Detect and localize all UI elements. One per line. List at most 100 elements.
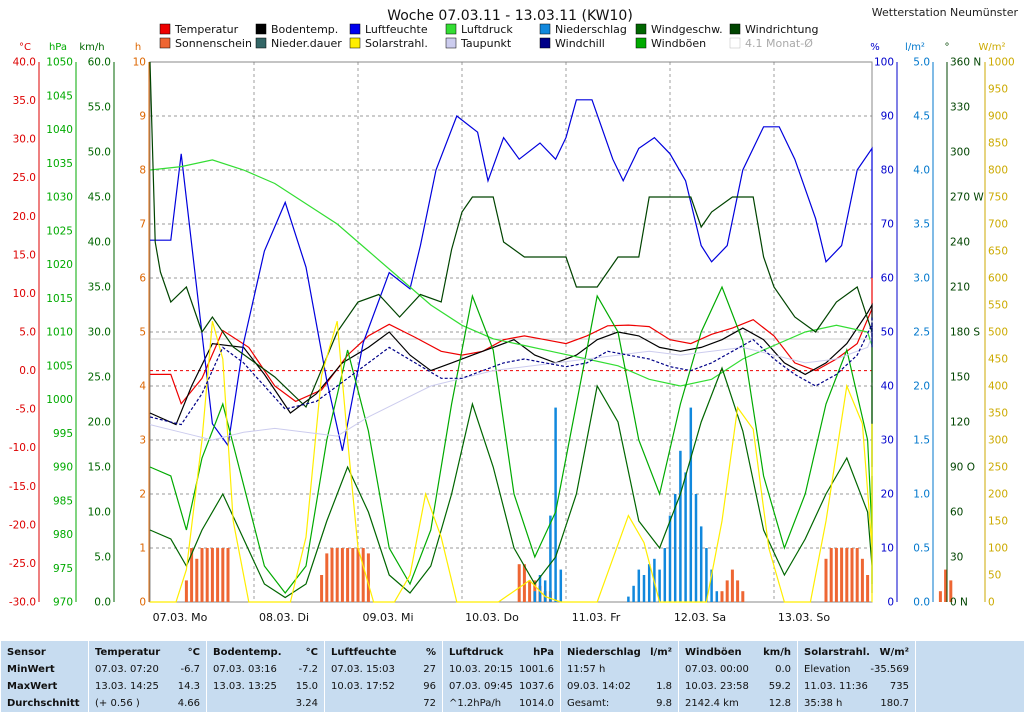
stats-group-2: Luftfeuchte% 07.03. 15:03 27 10.03. 17:52 96… <box>324 641 442 712</box>
stats-cell-time: 09.03. 14:02 <box>567 681 631 692</box>
axis-tick-label: 950 <box>988 84 1008 96</box>
axis-tick-label: 1045 <box>46 90 73 102</box>
axis-tick-label: 995 <box>53 428 73 440</box>
axis-tick-label: 7 <box>139 219 146 231</box>
stats-row: Elevation -35.569 <box>798 662 915 678</box>
stats-cell-time: 07.03. 09:45 <box>449 681 513 692</box>
sunshine-bar <box>855 548 859 602</box>
axis-tick-label: 1005 <box>46 360 73 372</box>
precip-bar <box>668 515 672 602</box>
sunshine-bar <box>325 553 329 602</box>
stats-header-unit: W/m² <box>879 647 909 658</box>
x-tick-label: 10.03. Do <box>465 611 519 624</box>
axis-tick-label: -10.0 <box>9 442 36 454</box>
precip-bar <box>637 569 641 602</box>
sunshine-bar <box>845 548 849 602</box>
stats-header: Luftfeuchte% <box>325 645 442 661</box>
legend-label: Windgeschw. <box>651 23 723 36</box>
stats-cell-value: 1014.0 <box>519 698 554 709</box>
legend-swatch <box>729 23 741 35</box>
axis-unit-label: hPa <box>49 42 67 53</box>
axis-unit-label: h <box>135 42 141 53</box>
precip-bar <box>554 407 557 602</box>
axis-tick-label: 0 <box>988 597 995 609</box>
stats-cell-time: ^1.2hPa/h <box>449 698 502 709</box>
axis-tick-label: 1040 <box>46 124 73 136</box>
stats-row-label: Durchschnitt <box>1 696 88 712</box>
axis-tick-label: 6 <box>139 273 146 285</box>
axis-tick-label: 250 <box>988 462 1008 474</box>
axis-unit-label: ° <box>945 42 950 53</box>
stats-cell-value: -6.7 <box>180 664 200 675</box>
axis-tick-label: 2.0 <box>913 381 930 393</box>
axis-tick-label: 1010 <box>46 327 73 339</box>
axis-tick-label: 20 <box>881 489 894 501</box>
stats-cell-time: 07.03. 15:03 <box>331 664 395 675</box>
axis-tick-label: 1050 <box>46 57 73 69</box>
sunshine-bar <box>725 580 729 602</box>
stats-cell-time: 13.03. 13:25 <box>213 681 277 692</box>
sunshine-bar <box>351 548 355 602</box>
stats-group-3: Luftdruck hPa 10.03. 20:15 1001.6 07.03. 09:… <box>442 641 560 712</box>
axis-tick-label: 60 <box>881 273 894 285</box>
stats-cell-value: 15.0 <box>295 681 318 692</box>
axis-tick-label: 20.0 <box>88 417 111 429</box>
legend-label: Taupunkt <box>460 37 512 50</box>
axis-tick-label: 2.5 <box>913 327 930 339</box>
stats-header: Bodentemp. °C <box>207 645 324 661</box>
sunshine-bar <box>190 548 194 602</box>
stats-row: 13.03. 14:25 14.3 <box>89 679 206 695</box>
axis-tick-label: 3.0 <box>913 273 930 285</box>
x-tick-label: 07.03. Mo <box>153 611 208 624</box>
precip-bar <box>684 472 687 602</box>
sunshine-bar <box>730 569 734 602</box>
axis-tick-label: 1030 <box>46 192 73 204</box>
axis-tick-label: 360 N <box>950 57 981 69</box>
sunshine-bar <box>366 553 370 602</box>
stats-cell-time: 10.03. 20:15 <box>449 664 513 675</box>
axis-tick-label: 35.0 <box>88 282 111 294</box>
stats-row: Gesamt: 9.8 <box>561 696 678 712</box>
axis-tick-label: 8 <box>139 165 146 177</box>
stats-cell-value: 27 <box>423 664 436 675</box>
sunshine-bar <box>320 575 324 602</box>
axis-tick-label: 650 <box>988 246 1008 258</box>
stats-cell-value: 59.2 <box>768 681 791 692</box>
stats-row-label: Sensor <box>1 645 88 661</box>
sunshine-bar <box>361 548 365 602</box>
series-windchill <box>149 316 873 426</box>
axis-tick-label: -30.0 <box>9 597 36 609</box>
axis-tick-label: -5.0 <box>16 404 37 416</box>
axis-tick-label: 2 <box>139 489 146 501</box>
stats-cell-time: Gesamt: <box>567 698 610 709</box>
axis-tick-label: 40 <box>881 381 894 393</box>
axis-tick-label: 25.0 <box>88 372 111 384</box>
stats-cell-value: 180.7 <box>880 698 909 709</box>
axis-tick-label: 850 <box>988 138 1008 150</box>
sunshine-bar <box>517 564 521 602</box>
axis-tick-label: 45.0 <box>88 192 111 204</box>
stats-panel: Sensor MinWert MaxWert Durchschnitt Temperat… <box>0 641 1024 712</box>
stats-cell-value: 12.8 <box>768 698 791 709</box>
axis-tick-label: 210 <box>950 282 970 294</box>
legend-swatch <box>539 23 551 35</box>
legend-label: Nieder.dauer <box>271 37 342 50</box>
sunshine-bar <box>340 548 344 602</box>
stats-group-1: Bodentemp. °C 07.03. 03:16 -7.2 13.03. 13:25… <box>206 641 324 712</box>
sunshine-bar <box>944 569 948 602</box>
stats-row: 10.03. 17:52 96 <box>325 679 442 695</box>
axis-tick-label: 0.5 <box>913 543 930 555</box>
stats-row: 10.03. 23:58 59.2 <box>679 679 797 695</box>
stats-header-unit: °C <box>187 647 200 658</box>
axis-tick-label: 1000 <box>46 394 73 406</box>
legend-label: Luftdruck <box>461 23 513 36</box>
axis-tick-label: 1000 <box>988 57 1015 69</box>
axis-tick-label: 980 <box>53 529 73 541</box>
stats-cell-value: 9.8 <box>656 698 672 709</box>
axis-tick-label: 700 <box>988 219 1008 231</box>
axis-tick-label: 1.0 <box>913 489 930 501</box>
sunshine-bar <box>824 558 828 602</box>
legend-swatch <box>635 23 647 35</box>
sunshine-bar <box>840 548 844 602</box>
axis-tick-label: 30.0 <box>13 134 36 146</box>
